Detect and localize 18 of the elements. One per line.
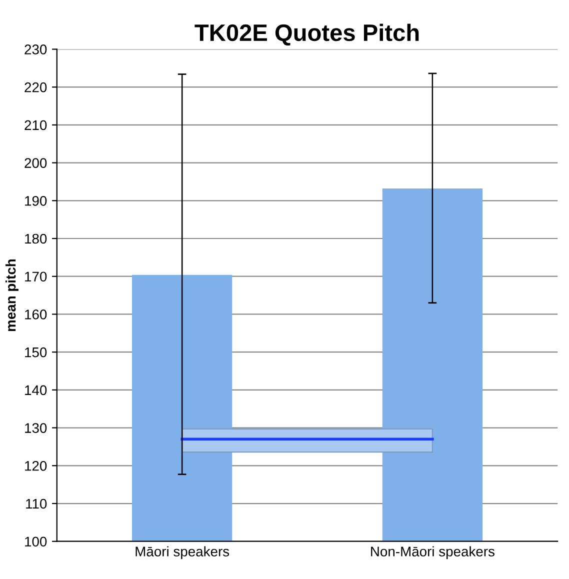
y-tick-label: 150	[25, 347, 47, 358]
y-tick-label: 160	[25, 310, 47, 320]
y-tick-label: 180	[25, 234, 47, 244]
y-tick-label: 100	[25, 536, 47, 547]
y-tick-label: 190	[25, 196, 47, 206]
y-tick-label: 220	[24, 82, 47, 92]
y-tick-label: 210	[24, 120, 47, 130]
y-tick-label: 170	[25, 272, 47, 282]
y-tick-label: 130	[25, 423, 47, 433]
y-tick-label: 110	[26, 498, 47, 509]
y-tick-label: 200	[24, 158, 47, 168]
y-tick-label: 120	[25, 460, 47, 471]
x-tick-label: Māori speakers	[136, 546, 230, 560]
y-axis-title: mean pitch	[6, 259, 18, 332]
chart-title: TK02E Quotes Pitch	[194, 24, 419, 46]
y-tick-label: 230	[24, 44, 47, 54]
x-tick-label: Non-Māori speakers	[371, 546, 494, 560]
y-tick-label: 140	[25, 385, 47, 396]
